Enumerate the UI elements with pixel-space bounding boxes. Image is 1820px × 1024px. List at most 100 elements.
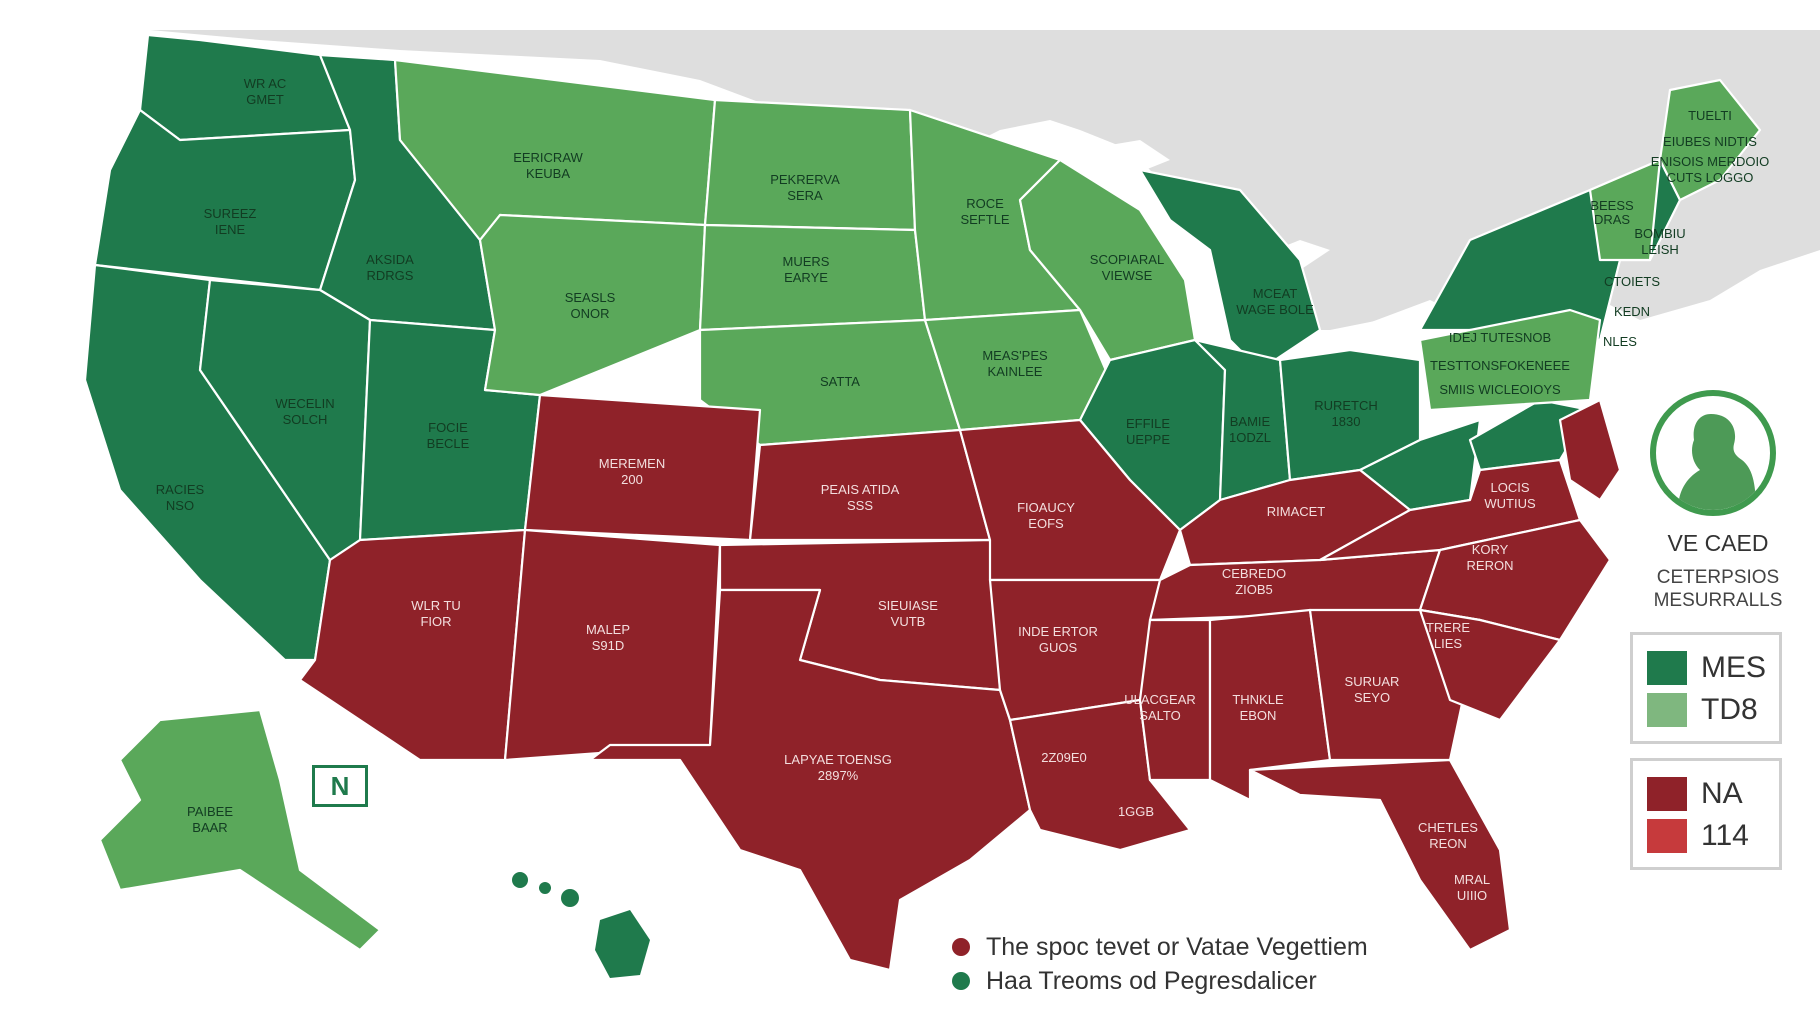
legend-row-green-1: MES bbox=[1647, 647, 1779, 689]
legend-swatch-dark-red bbox=[1647, 777, 1687, 811]
label-id-1: AKSIDA bbox=[366, 252, 414, 267]
label-ut-1: FOCIE bbox=[428, 420, 468, 435]
sidebar-subtitle: CETERPSIOS MESURRALLS bbox=[1653, 567, 1783, 611]
state-wisconsin bbox=[1018, 158, 1197, 362]
label-nc-2: RERON bbox=[1467, 558, 1514, 573]
legend-box-red: NA 114 bbox=[1630, 758, 1782, 870]
label-az-2: FIOR bbox=[420, 614, 451, 629]
sidebar-title: VE CAED bbox=[1667, 530, 1769, 556]
legend-row-red-1: NA bbox=[1647, 773, 1779, 815]
label-nh-1: BOMBIU bbox=[1634, 226, 1685, 241]
label-ia-2: KAINLEE bbox=[988, 364, 1043, 379]
label-sc-2: LIES bbox=[1434, 636, 1463, 651]
hawaii-island-main bbox=[595, 910, 650, 978]
label-ga-1: SURUAR bbox=[1345, 674, 1400, 689]
state-vermont-nh bbox=[1588, 158, 1662, 262]
legend-swatch-dark-green bbox=[1647, 651, 1687, 685]
label-me-3: ENISOIS MERDOIO bbox=[1651, 154, 1769, 169]
label-sd-2: EARYE bbox=[784, 270, 828, 285]
label-mt-2: KEUBA bbox=[526, 166, 570, 181]
hawaii-island-3 bbox=[561, 889, 579, 907]
label-ny-1: CTOIETS bbox=[1604, 274, 1660, 289]
label-mn-2: SEFTLE bbox=[960, 212, 1009, 227]
label-nh-2: LEISH bbox=[1641, 242, 1679, 257]
label-il-2: UEPPE bbox=[1126, 432, 1170, 447]
region-east-green bbox=[1078, 158, 1682, 532]
region-north-green bbox=[393, 58, 1197, 447]
legend-label: 114 bbox=[1701, 819, 1749, 852]
label-mi-2: WAGE BOLE bbox=[1236, 302, 1314, 317]
state-pennsylvania bbox=[1418, 308, 1602, 412]
legend-row-green-2: TD8 bbox=[1647, 689, 1779, 731]
red-dot-icon bbox=[952, 938, 970, 956]
person-silhouette-icon bbox=[1678, 414, 1756, 510]
hawaii-island-1 bbox=[512, 872, 528, 888]
label-pa-1: IDEJ TUTESNOB bbox=[1449, 330, 1551, 345]
legend-swatch-light-green bbox=[1647, 693, 1687, 727]
legend-box-green: MES TD8 bbox=[1630, 632, 1782, 744]
label-in-2: 1ODZL bbox=[1229, 430, 1271, 445]
label-ia-1: MEAS'PES bbox=[982, 348, 1048, 363]
label-sd-1: MUERS bbox=[783, 254, 830, 269]
footer-legend-item: Haa Treoms od Pegresdalicer bbox=[952, 964, 1368, 998]
label-in-1: BAMIE bbox=[1230, 414, 1271, 429]
label-la2-1: 1GGB bbox=[1118, 804, 1154, 819]
label-pa-2: TESTTONSFOKENEEE bbox=[1430, 358, 1570, 373]
label-ok-1: SIEUIASE bbox=[878, 598, 938, 613]
label-nv-1: WECELIN bbox=[275, 396, 334, 411]
label-ks-1: PEAIS ATIDA bbox=[821, 482, 900, 497]
label-ar-2: GUOS bbox=[1039, 640, 1078, 655]
label-id-2: RDRGS bbox=[367, 268, 414, 283]
label-me-4: CUTS LOGGO bbox=[1667, 170, 1754, 185]
legend-label: TD8 bbox=[1701, 693, 1758, 726]
north-badge: N bbox=[312, 765, 368, 807]
label-wi-2: VIEWSE bbox=[1102, 268, 1153, 283]
label-ut-2: BECLE bbox=[427, 436, 470, 451]
label-oh-1: RURETCH bbox=[1314, 398, 1378, 413]
label-wy-1: SEASLS bbox=[565, 290, 616, 305]
label-wv-1: LOCIS bbox=[1490, 480, 1529, 495]
profile-avatar-icon bbox=[1650, 390, 1776, 516]
label-sc-1: TRERE bbox=[1426, 620, 1470, 635]
label-ne-1: SATTA bbox=[820, 374, 860, 389]
label-wa-1: WR AC bbox=[244, 76, 287, 91]
state-florida bbox=[1248, 758, 1512, 952]
label-nm-1: MALEP bbox=[586, 622, 630, 637]
label-or-2: IENE bbox=[215, 222, 246, 237]
label-al-2: EBON bbox=[1240, 708, 1277, 723]
label-ca-1: RACIES bbox=[156, 482, 205, 497]
label-mo-1: FIOAUCY bbox=[1017, 500, 1075, 515]
state-alaska bbox=[98, 708, 382, 952]
label-ak-1: PAIBEE bbox=[187, 804, 233, 819]
label-ak-2: BAAR bbox=[192, 820, 227, 835]
label-me-2: EIUBES NIDTIS bbox=[1663, 134, 1757, 149]
region-south-red bbox=[298, 393, 1622, 972]
state-north-dakota bbox=[703, 98, 917, 232]
label-mi-1: MCEAT bbox=[1253, 286, 1298, 301]
footer-legend-label: The spoc tevet or Vatae Vegettiem bbox=[986, 932, 1368, 961]
label-nc-1: KORY bbox=[1472, 542, 1509, 557]
label-mt-1: EERICRAW bbox=[513, 150, 583, 165]
state-labels: WR AC GMET SUREEZ IENE AKSIDA RDRGS EERI… bbox=[156, 76, 1769, 903]
label-tn-1: CEBREDO bbox=[1222, 566, 1286, 581]
state-wyoming bbox=[478, 213, 707, 397]
label-al-1: THNKLE bbox=[1232, 692, 1284, 707]
label-fl-4: UIIIO bbox=[1457, 888, 1487, 903]
label-ga-2: SEYO bbox=[1354, 690, 1390, 705]
footer-legend: The spoc tevet or Vatae Vegettiem Haa Tr… bbox=[952, 930, 1368, 998]
green-dot-icon bbox=[952, 972, 970, 990]
label-fl-2: REON bbox=[1429, 836, 1467, 851]
legend-label: NA bbox=[1701, 777, 1743, 810]
label-wi-1: SCOPIARAL bbox=[1090, 252, 1164, 267]
legend-label: MES bbox=[1701, 651, 1767, 684]
label-la-1: 2Z09E0 bbox=[1041, 750, 1087, 765]
label-il-1: EFFILE bbox=[1126, 416, 1170, 431]
state-missouri bbox=[958, 418, 1182, 582]
label-oh-2: 1830 bbox=[1332, 414, 1361, 429]
state-virginia bbox=[1318, 458, 1582, 562]
label-ok-2: VUTB bbox=[891, 614, 926, 629]
state-south-carolina bbox=[1418, 608, 1562, 722]
label-fl-1: CHETLES bbox=[1418, 820, 1478, 835]
state-texas bbox=[588, 588, 1032, 972]
state-arizona bbox=[298, 528, 527, 762]
